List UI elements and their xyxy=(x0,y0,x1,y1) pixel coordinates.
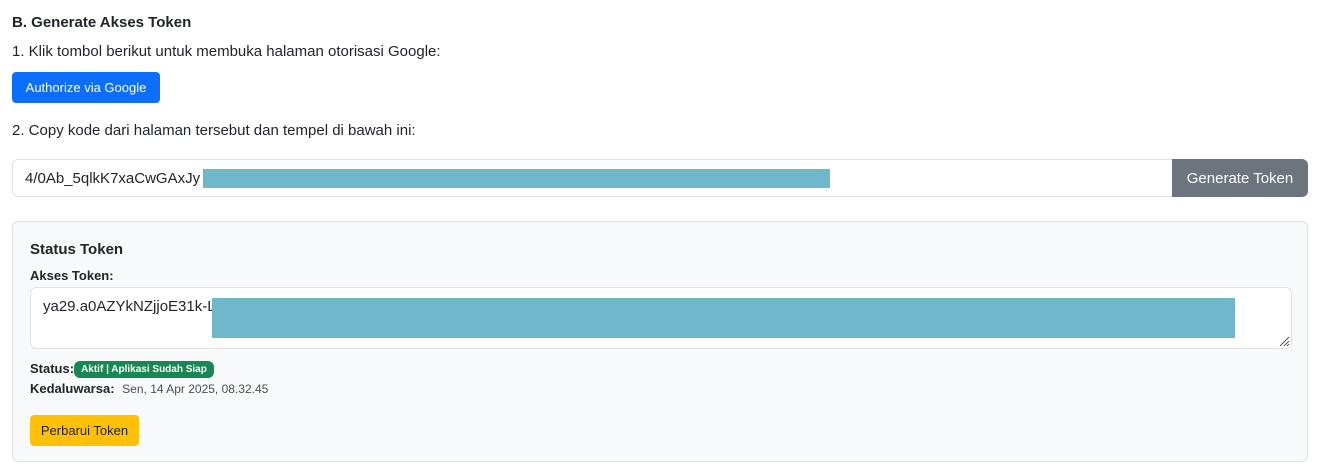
status-card-title: Status Token xyxy=(30,241,124,258)
access-token-textarea[interactable]: ya29.a0AZYkNZjjoE31k-LO_jwMzgOyx6Lg1JJGZ… xyxy=(30,287,1292,349)
code-input-group: Generate Token xyxy=(12,159,1308,197)
redaction-block xyxy=(212,298,1235,338)
expiry-row: Kedaluwarsa: Sen, 14 Apr 2025, 08.32.45 xyxy=(30,380,268,398)
generate-token-button[interactable]: Generate Token xyxy=(1172,159,1308,197)
status-label: Status: xyxy=(30,361,75,376)
section-title: B. Generate Akses Token xyxy=(12,14,192,31)
auth-code-input[interactable] xyxy=(12,159,1172,197)
code-input-wrapper xyxy=(12,159,1172,197)
status-badge: Aktif | Aplikasi Sudah Siap xyxy=(74,360,214,378)
access-token-label: Akses Token: xyxy=(30,268,114,283)
step1-instruction: 1. Klik tombol berikut untuk membuka hal… xyxy=(12,43,441,60)
status-row: Status: Aktif | Aplikasi Sudah Siap xyxy=(30,360,214,378)
resize-handle-icon[interactable] xyxy=(1278,335,1290,347)
step2-instruction: 2. Copy kode dari halaman tersebut dan t… xyxy=(12,122,416,139)
expiry-value: Sen, 14 Apr 2025, 08.32.45 xyxy=(122,382,269,396)
authorize-google-button[interactable]: Authorize via Google xyxy=(12,72,160,103)
expiry-label: Kedaluwarsa: xyxy=(30,381,115,396)
refresh-token-button[interactable]: Perbarui Token xyxy=(30,415,139,446)
status-token-card: Status Token Akses Token: ya29.a0AZYkNZj… xyxy=(12,221,1308,462)
